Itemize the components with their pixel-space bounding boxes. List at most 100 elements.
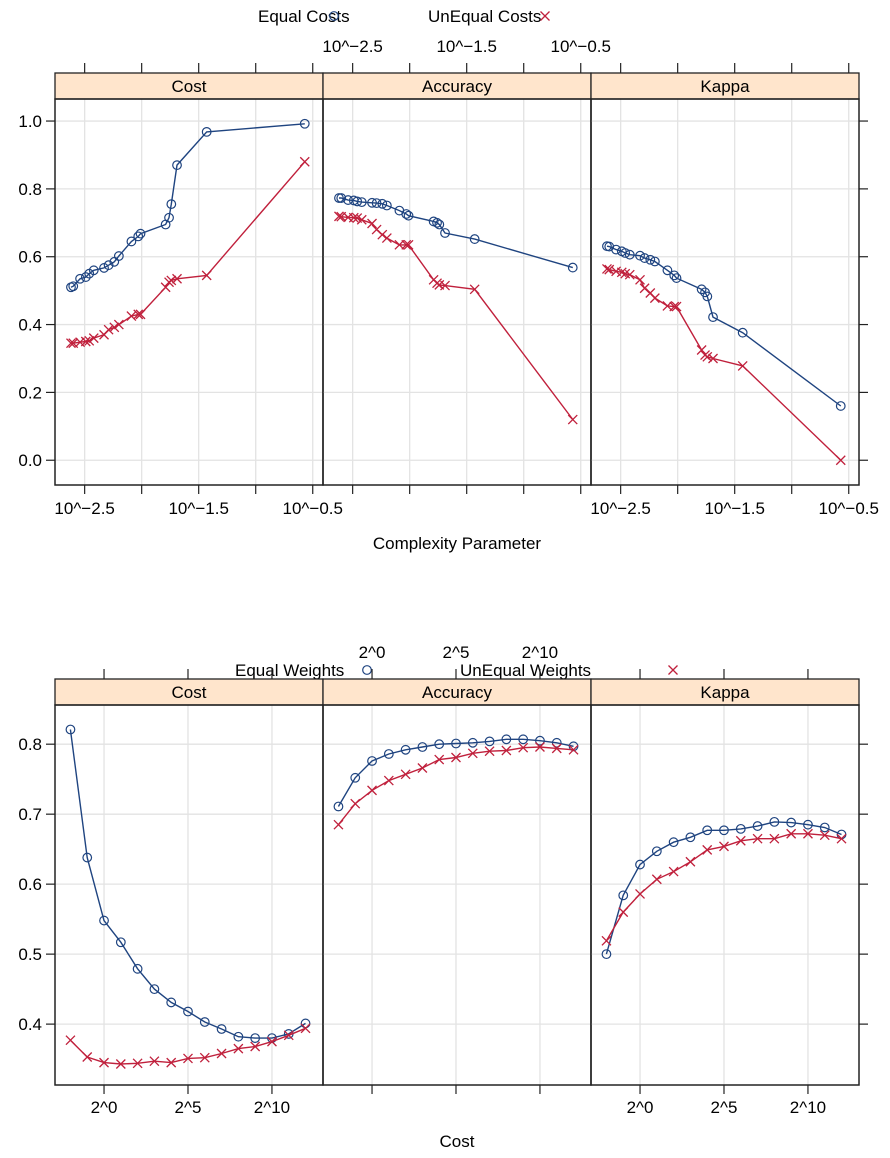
data-point-circle <box>601 949 612 960</box>
data-point-circle <box>440 228 450 238</box>
x-tick-label: 10^−1.5 <box>704 499 764 518</box>
legend-marker-cross-cross <box>540 11 550 21</box>
x-axis-label: Cost <box>440 1132 475 1151</box>
chart-2: Equal Weights UnEqual Weights Cost 2^0 2^5 2^… <box>18 643 868 1151</box>
legend-marker-circle-circle <box>362 665 372 675</box>
panel-kappa: Kappa 2^0 2^5 2^10 <box>590 669 860 1117</box>
data-point-circle <box>400 744 411 755</box>
y-tick-label: 0.8 <box>18 180 42 199</box>
panel-border <box>322 98 592 486</box>
data-point-cross <box>84 335 95 346</box>
data-point-cross <box>172 273 182 284</box>
data-point-cross <box>333 819 344 830</box>
x-tick-label: 10^−2.5 <box>322 37 382 56</box>
data-point-circle <box>668 837 679 848</box>
data-point-cross <box>616 267 627 278</box>
data-point-circle <box>735 823 746 834</box>
data-point-circle <box>618 890 629 901</box>
y-tick-label: 0.4 <box>18 1015 42 1034</box>
strip-label: Cost <box>172 683 207 702</box>
data-point-circle <box>518 734 529 745</box>
data-point-circle <box>620 248 631 258</box>
data-point-cross <box>283 1030 294 1041</box>
data-point-cross <box>624 269 635 280</box>
data-point-cross <box>417 763 428 773</box>
data-point-cross <box>668 866 679 877</box>
x-tick-label: 2^10 <box>254 1098 290 1117</box>
data-point-circle <box>103 260 114 271</box>
data-point-circle <box>172 160 182 171</box>
data-point-cross <box>201 270 212 281</box>
data-point-cross <box>356 214 367 225</box>
data-point-circle <box>803 819 813 830</box>
data-point-circle <box>551 737 562 748</box>
data-point-cross <box>300 1023 311 1034</box>
data-point-cross <box>671 301 682 312</box>
y-tick-label: 0.0 <box>18 451 42 470</box>
data-point-circle <box>752 821 763 831</box>
x-tick-label: 10^−2.5 <box>54 499 114 518</box>
data-point-cross <box>467 748 478 759</box>
data-point-cross <box>199 1052 210 1063</box>
data-point-cross <box>166 1057 177 1068</box>
strip-label: Cost <box>172 77 207 96</box>
data-point-circle <box>65 724 76 735</box>
data-point-circle <box>88 265 99 276</box>
series-line <box>337 738 574 807</box>
data-point-circle <box>611 244 621 255</box>
data-point-circle <box>367 197 377 208</box>
data-point-cross <box>367 218 377 229</box>
data-point-circle <box>417 742 428 752</box>
data-point-circle <box>835 401 846 411</box>
panel-accuracy: Accuracy 2^0 2^5 2^10 <box>322 643 592 1094</box>
data-point-circle <box>434 739 445 750</box>
series-line <box>70 123 305 288</box>
data-point-circle <box>336 193 347 203</box>
legend-marker-cross-cross <box>668 665 678 675</box>
x-tick-label: 10^−0.5 <box>551 37 611 56</box>
legend-label: Equal Weights <box>235 661 344 680</box>
data-point-circle <box>166 997 177 1008</box>
data-point-circle <box>233 1031 244 1042</box>
series-line <box>606 268 842 461</box>
data-point-circle <box>535 735 545 746</box>
data-point-circle <box>434 219 445 230</box>
data-point-cross <box>735 835 746 846</box>
x-tick-label: 2^10 <box>522 643 558 662</box>
data-point-circle <box>350 772 361 783</box>
data-point-circle <box>201 127 212 137</box>
panel-border <box>54 98 324 486</box>
data-point-cross <box>639 283 650 294</box>
data-point-cross <box>602 263 612 274</box>
data-point-cross <box>109 322 120 333</box>
x-tick-label: 2^5 <box>711 1098 738 1117</box>
data-point-cross <box>835 455 846 466</box>
data-point-cross <box>233 1043 244 1054</box>
data-point-circle <box>484 736 495 747</box>
data-point-circle <box>696 284 707 295</box>
data-point-cross <box>132 1058 143 1069</box>
strip <box>590 678 860 706</box>
data-point-cross <box>819 830 830 841</box>
data-point-cross <box>383 775 394 786</box>
data-point-cross <box>166 275 177 286</box>
data-point-circle <box>356 197 367 208</box>
data-point-circle <box>702 825 713 836</box>
panel-border <box>590 98 860 486</box>
data-point-cross <box>88 333 99 344</box>
series-line <box>606 245 842 407</box>
data-point-circle <box>649 256 660 267</box>
data-point-cross <box>266 1036 277 1047</box>
y-tick-label: 0.6 <box>18 875 42 894</box>
data-point-circle <box>401 209 412 219</box>
strip-label: Accuracy <box>422 77 492 96</box>
data-point-cross <box>635 888 645 899</box>
panel-border <box>54 704 324 1086</box>
y-tick-label: 0.8 <box>18 735 42 754</box>
x-tick-label: 2^5 <box>443 643 470 662</box>
data-point-circle <box>113 251 124 261</box>
data-point-cross <box>115 1059 126 1069</box>
data-point-circle <box>786 817 797 828</box>
data-point-cross <box>696 345 707 355</box>
